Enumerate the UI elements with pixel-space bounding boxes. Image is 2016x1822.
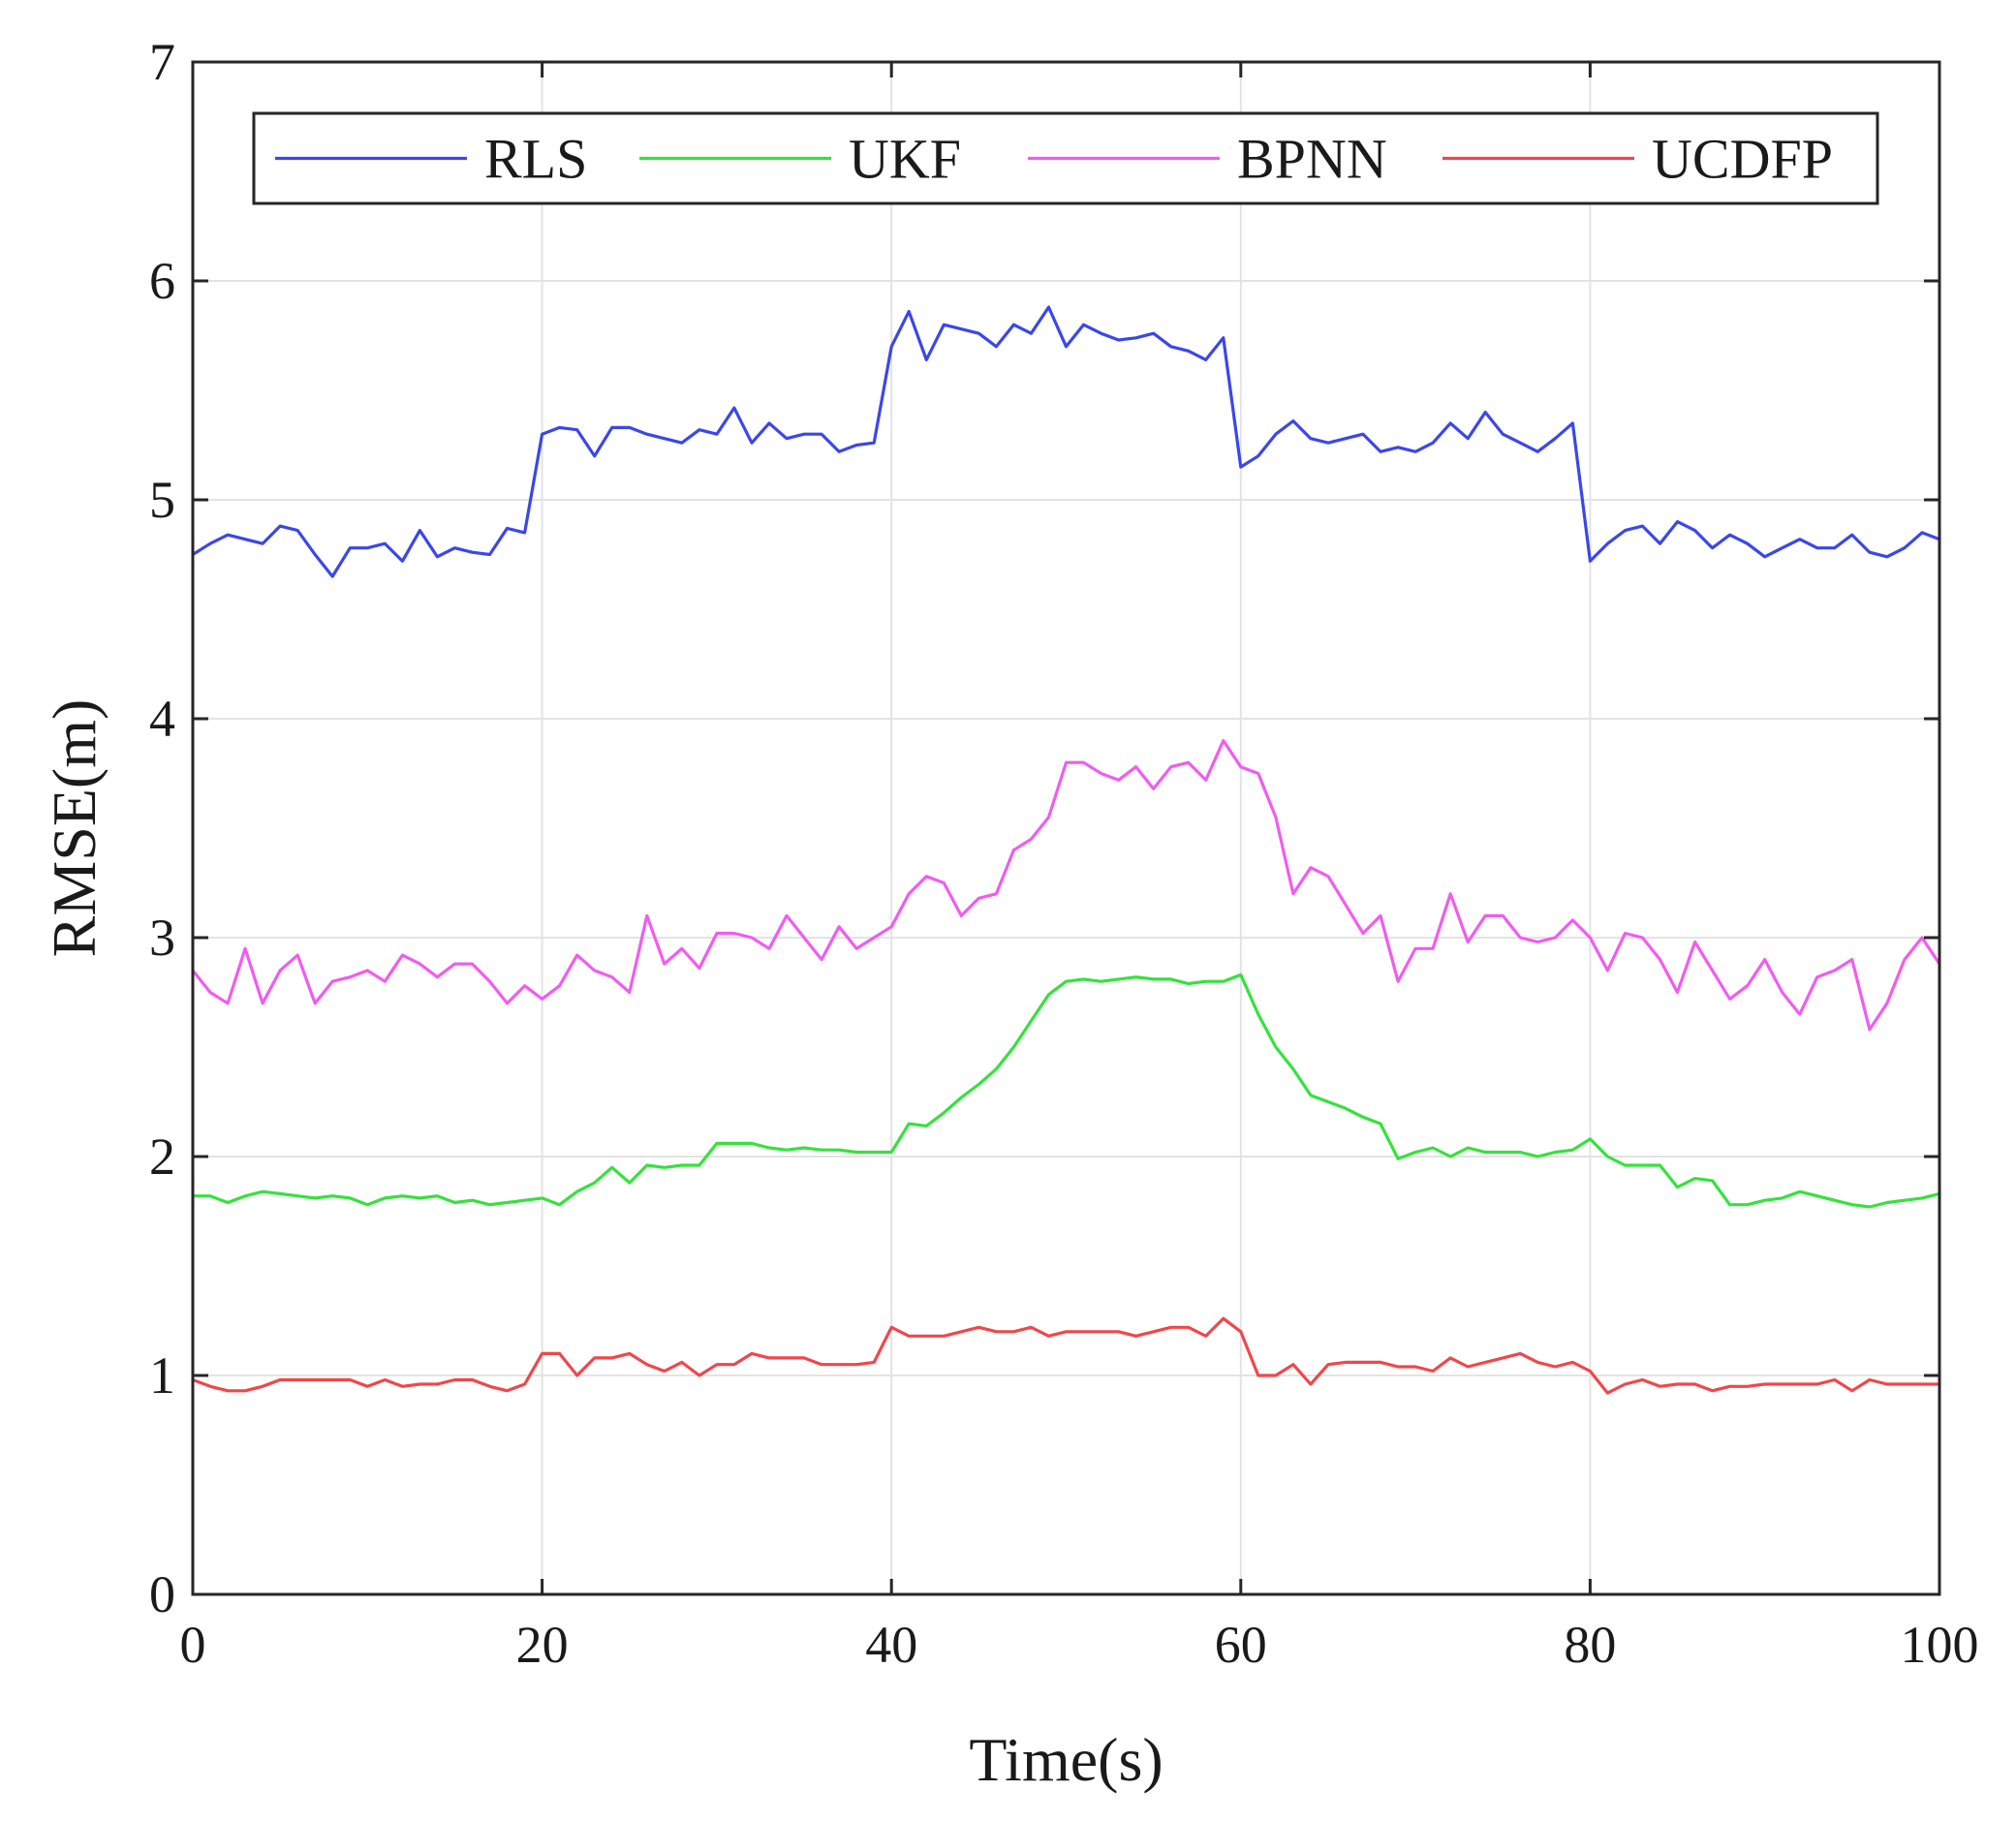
legend-label-ucdfp: UCDFP	[1652, 128, 1833, 191]
legend-label-bpnn: BPNN	[1237, 128, 1387, 191]
x-axis-title: Time(s)	[969, 1725, 1163, 1794]
axis-ticks	[191, 60, 1941, 1596]
y-tick-label: 0	[149, 1565, 175, 1623]
x-tick-label: 0	[180, 1616, 206, 1674]
x-tick-label: 100	[1901, 1616, 1979, 1674]
y-axis-title: RMSE(m)	[40, 699, 109, 958]
plot-frame	[191, 60, 1941, 1596]
legend: RLS UKF BPNN UCDFP	[252, 111, 1879, 205]
y-tick-label: 3	[149, 909, 175, 967]
series-group	[191, 305, 1941, 1395]
x-tick-label: 40	[865, 1616, 917, 1674]
y-tick-label: 7	[149, 33, 175, 91]
x-tick-labels: 0 20 40 60 80 100	[180, 1616, 1979, 1674]
x-tick-label: 20	[516, 1616, 569, 1674]
y-tick-label: 6	[149, 252, 175, 310]
series-line-bpnn	[191, 738, 1941, 1032]
y-tick-label: 5	[149, 471, 175, 529]
legend-label-ukf: UKF	[849, 128, 961, 191]
y-tick-label: 4	[149, 690, 175, 748]
x-tick-label: 80	[1564, 1616, 1616, 1674]
x-tick-label: 60	[1215, 1616, 1267, 1674]
series-line-rls	[191, 305, 1941, 578]
series-line-ucdfp	[191, 1316, 1941, 1395]
grid-lines	[193, 62, 1939, 1594]
y-tick-label: 1	[149, 1346, 175, 1405]
series-line-ukf	[191, 973, 1941, 1209]
y-tick-label: 2	[149, 1127, 175, 1186]
legend-label-rls: RLS	[484, 128, 587, 191]
y-tick-labels: 0 1 2 3 4 5 6 7	[149, 33, 175, 1623]
